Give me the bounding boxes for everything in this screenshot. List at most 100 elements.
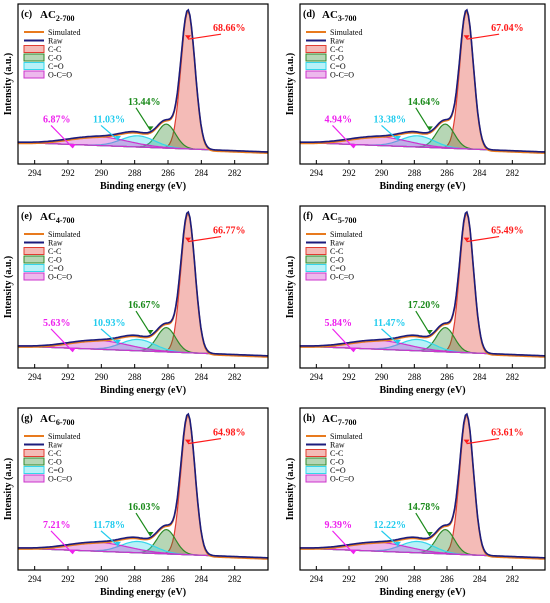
x-tick-label: 292 [61, 168, 75, 178]
plot-frame [299, 407, 546, 571]
annotation-arrow [381, 328, 399, 345]
percent-label: 65.49% [491, 226, 523, 237]
x-tick-label: 288 [408, 372, 422, 382]
legend-label: O-C=O [330, 273, 354, 282]
y-axis-label: Intensity (a.u.) [3, 458, 14, 521]
percent-label: 7.21% [43, 520, 71, 531]
annotation-arrow [187, 437, 222, 445]
raw-line [17, 8, 269, 153]
percent-label: 67.04% [491, 23, 523, 34]
panel-label: (f) [303, 211, 313, 222]
legend-label: C=O [330, 264, 346, 273]
y-axis-label: Intensity (a.u.) [285, 458, 296, 521]
raw-line [18, 412, 268, 559]
legend-swatch [23, 272, 45, 281]
percent-label: 10.93% [93, 318, 126, 329]
arrow-head [426, 126, 433, 131]
panel-label: (d) [303, 9, 315, 20]
legend-label: Simulated [48, 230, 80, 239]
arrow-head [395, 136, 401, 140]
legend-label: C=O [48, 466, 64, 475]
legend-label: Raw [48, 37, 63, 46]
x-tick-label: 294 [28, 372, 42, 382]
y-axis-label: Intensity (a.u.) [3, 53, 14, 116]
arrow-head [185, 439, 191, 444]
legend-swatch [305, 70, 327, 79]
legend-label: C=O [330, 466, 346, 475]
x-tick-label: 294 [310, 574, 324, 584]
panel-label: (h) [303, 413, 315, 424]
annotation-arrow [466, 437, 500, 445]
x-tick-label: 288 [408, 168, 422, 178]
x-tick-label: 284 [195, 168, 209, 178]
x-tick-label: 282 [228, 168, 242, 178]
panel-label: (g) [21, 413, 33, 424]
x-axis-label: Binding energy (eV) [379, 385, 465, 396]
arrow-head [395, 339, 401, 344]
legend-label: O-C=O [48, 273, 72, 282]
x-tick-label: 286 [440, 372, 454, 382]
arrow-head [147, 531, 154, 536]
legend-label: C=O [330, 62, 346, 71]
percent-label: 4.94% [325, 114, 353, 125]
legend-swatch [23, 457, 45, 466]
annotation-arrow [187, 33, 222, 40]
x-tick-label: 286 [161, 168, 175, 178]
legend-label: C-C [330, 449, 343, 458]
x-tick-label: 290 [375, 372, 389, 382]
sample-name: AC6-700 [40, 413, 75, 427]
x-tick-label: 282 [228, 574, 242, 584]
arrow-head [185, 237, 191, 242]
annotation-arrow [466, 33, 500, 40]
x-tick-label: 290 [95, 372, 109, 382]
legend-swatch [305, 272, 327, 281]
x-tick-label: 294 [28, 168, 42, 178]
legend-label: Simulated [48, 28, 80, 37]
percent-label: 64.98% [213, 428, 246, 439]
legend-label: C-C [330, 247, 343, 256]
annotation-arrow [332, 124, 355, 149]
sample-name: AC4-700 [40, 211, 75, 225]
arrow-head [115, 541, 121, 546]
x-tick-label: 292 [61, 574, 75, 584]
legend-swatch [23, 466, 45, 474]
arrow-head [463, 237, 470, 242]
legend-swatch [305, 474, 327, 483]
arrow-head [350, 144, 357, 148]
percent-label: 11.78% [93, 520, 125, 531]
legend-swatch [23, 45, 45, 53]
percent-label: 14.64% [408, 97, 441, 108]
percent-label: 66.77% [213, 226, 246, 237]
arrow-head [395, 541, 401, 546]
percent-label: 17.20% [408, 300, 441, 311]
x-tick-label: 294 [310, 168, 324, 178]
x-axis-label: Binding energy (eV) [379, 181, 465, 192]
legend-swatch [305, 62, 327, 70]
y-axis-label: Intensity (a.u.) [285, 53, 296, 116]
arrow-head [463, 35, 470, 40]
chart-panel-c: 294 292 290 288 286 284 282 Binding energy (eV)… [3, 3, 269, 192]
y-axis-label: Intensity (a.u.) [3, 256, 14, 319]
x-tick-label: 284 [473, 574, 487, 584]
arrow-head [147, 329, 154, 334]
x-tick-label: 286 [440, 168, 454, 178]
chart-panel-e: 294 292 290 288 286 284 282 Binding energy (eV)… [3, 205, 269, 396]
legend-label: Raw [330, 441, 345, 450]
sample-name: AC7-700 [322, 413, 357, 427]
x-tick-label: 294 [28, 574, 42, 584]
percent-label: 13.44% [128, 97, 161, 108]
legend-swatch [305, 45, 327, 53]
x-tick-label: 290 [95, 168, 109, 178]
legend-swatch [23, 255, 45, 264]
x-tick-label: 294 [310, 372, 324, 382]
annotation-arrow [50, 530, 74, 555]
legend-label: C-C [330, 45, 343, 54]
x-tick-label: 284 [473, 372, 487, 382]
annotation-arrow [100, 124, 119, 141]
annotation-arrow [381, 530, 399, 547]
raw-line [300, 412, 545, 559]
simulated-line [299, 9, 546, 154]
legend-label: C-O [330, 54, 344, 63]
annotation-arrow [381, 124, 399, 141]
legend-swatch [305, 255, 327, 264]
